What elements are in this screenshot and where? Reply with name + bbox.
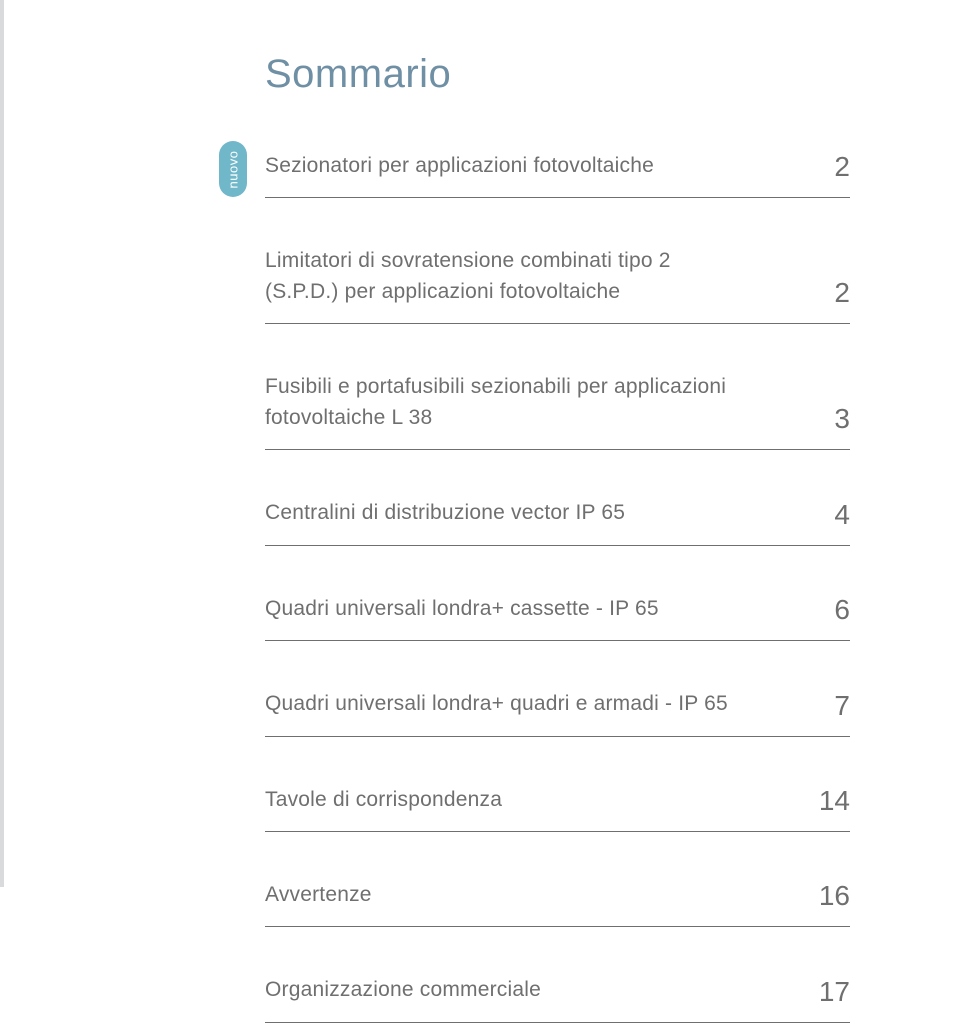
- toc-label: Fusibili e portafusibili sezionabili per…: [265, 372, 745, 433]
- toc-label: Sezionatori per applicazioni fotovoltaic…: [265, 151, 654, 181]
- toc-label: Limitatori di sovratensione combinati ti…: [265, 246, 745, 307]
- toc-page-number: 7: [814, 692, 850, 720]
- toc-row: Quadri universali londra+ quadri e armad…: [265, 671, 850, 736]
- toc-page-number: 4: [814, 501, 850, 529]
- nuovo-badge: nuovo: [219, 141, 247, 197]
- toc-row: Organizzazione commerciale 17: [265, 957, 850, 1022]
- toc-row: Limitatori di sovratensione combinati ti…: [265, 228, 850, 324]
- toc-row: Fusibili e portafusibili sezionabili per…: [265, 354, 850, 450]
- toc-row: Quadri universali londra+ cassette - IP …: [265, 576, 850, 641]
- toc-row: Avvertenze16: [265, 862, 850, 927]
- toc-label: Quadri universali londra+ cassette - IP …: [265, 594, 659, 624]
- page-title: Sommario: [265, 52, 850, 97]
- toc-label: Organizzazione commerciale: [265, 975, 541, 1005]
- toc-label: Centralini di distribuzione vector IP 65: [265, 498, 625, 528]
- toc-page-number: 2: [814, 279, 850, 307]
- toc-page-number: 2: [814, 153, 850, 181]
- toc-label: Avvertenze: [265, 880, 372, 910]
- toc-page-number: 3: [814, 405, 850, 433]
- toc-row: Centralini di distribuzione vector IP 65…: [265, 480, 850, 545]
- left-band: [0, 0, 4, 887]
- toc-page-number: 17: [799, 978, 850, 1006]
- toc-list: Sezionatori per applicazioni fotovoltaic…: [265, 141, 850, 1023]
- page: Sommario nuovo Sezionatori per applicazi…: [0, 0, 960, 887]
- nuovo-badge-label: nuovo: [226, 150, 241, 188]
- toc-page-number: 14: [799, 787, 850, 815]
- toc-row: Tavole di corrispondenza 14: [265, 767, 850, 832]
- toc-label: Quadri universali londra+ quadri e armad…: [265, 689, 728, 719]
- toc-label: Tavole di corrispondenza: [265, 785, 502, 815]
- toc-row: Sezionatori per applicazioni fotovoltaic…: [265, 141, 850, 198]
- toc-page-number: 6: [814, 596, 850, 624]
